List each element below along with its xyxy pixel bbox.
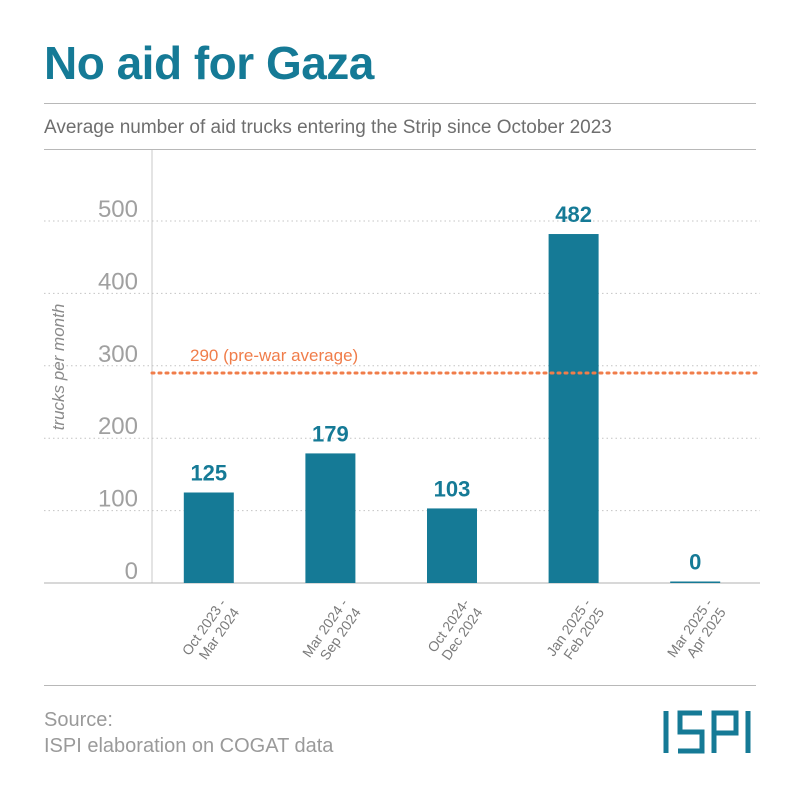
chart-title: No aid for Gaza — [44, 37, 374, 89]
y-tick-label: 0 — [125, 558, 138, 585]
y-tick-label: 400 — [98, 268, 138, 295]
bar-chart: 0 100 200 300 400 500 trucks per month 125 Oct 2… — [44, 150, 762, 669]
source-note: Source: ISPI elaboration on COGAT data — [44, 707, 333, 759]
x-tick-label: Oct 2024-Dec 2024 — [424, 595, 486, 664]
chart-subtitle: Average number of aid trucks entering th… — [44, 117, 612, 138]
bar — [670, 581, 721, 583]
x-tick-label: Oct 2023 -Mar 2024 — [179, 595, 243, 667]
bar-value-label: 0 — [689, 550, 701, 575]
bar-value-label: 103 — [434, 476, 471, 501]
subtitle-divider — [44, 149, 756, 150]
bar — [427, 508, 477, 583]
x-tick-label: Mar 2025 -Apr 2025 — [664, 595, 729, 669]
bar-value-label: 482 — [555, 202, 592, 227]
bar — [305, 453, 356, 583]
y-axis-title: trucks per month — [49, 304, 68, 431]
bar-value-label: 125 — [190, 461, 227, 486]
source-text: ISPI elaboration on COGAT data — [44, 735, 334, 757]
x-tick-label: Mar 2024 -Sep 2024 — [299, 595, 364, 669]
y-tick-label: 300 — [98, 341, 138, 368]
y-tick-label: 200 — [98, 413, 138, 440]
bar-value-label: 179 — [312, 421, 349, 446]
ispi-logo — [663, 710, 751, 754]
bar — [183, 492, 234, 583]
y-tick-label: 100 — [98, 486, 138, 513]
x-tick-label: Jan 2025 -Feb 2025 — [543, 595, 607, 668]
footer-divider — [44, 685, 756, 686]
source-label: Source: — [44, 709, 113, 731]
bar — [548, 234, 599, 584]
title-divider — [44, 103, 756, 104]
y-tick-label: 500 — [98, 196, 138, 223]
reference-line-label: 290 (pre-war average) — [190, 346, 358, 365]
